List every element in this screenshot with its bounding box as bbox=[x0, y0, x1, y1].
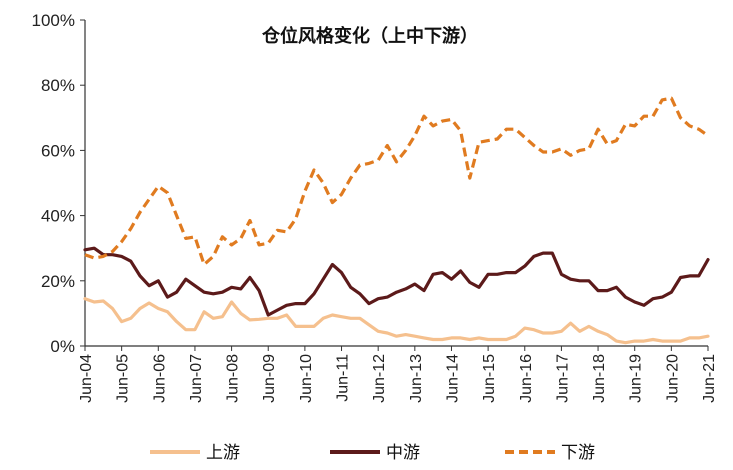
x-tick-label: Jun-17 bbox=[554, 354, 571, 403]
x-tick-label: Jun-09 bbox=[261, 354, 278, 403]
series-line-2 bbox=[84, 96, 709, 267]
series-line-1 bbox=[83, 246, 710, 317]
legend: 上游 中游 下游 bbox=[150, 443, 595, 463]
y-tick-label: 60% bbox=[41, 141, 75, 160]
y-axis: 0% 20% 40% 60% 80% 100% bbox=[32, 11, 86, 356]
x-tick-label: Jun-18 bbox=[591, 354, 608, 403]
x-tick-label: Jun-15 bbox=[481, 354, 498, 403]
legend-label-0: 上游 bbox=[206, 443, 240, 463]
x-tick-label: Jun-07 bbox=[188, 354, 205, 403]
x-tick-label: Jun-10 bbox=[298, 354, 315, 403]
x-tick-label: Jun-21 bbox=[701, 354, 718, 403]
x-tick-label: Jun-04 bbox=[78, 354, 95, 403]
legend-label-2: 下游 bbox=[561, 443, 595, 463]
series-line-0 bbox=[83, 297, 710, 345]
x-tick-label: Jun-05 bbox=[115, 354, 132, 403]
chart-title: 仓位风格变化（上中下游） bbox=[261, 25, 478, 47]
x-tick-label: Jun-11 bbox=[335, 354, 352, 402]
x-tick-label: Jun-13 bbox=[408, 354, 425, 403]
x-tick-label: Jun-12 bbox=[371, 354, 388, 403]
x-tick-label: Jun-14 bbox=[444, 354, 461, 403]
legend-label-1: 中游 bbox=[386, 443, 420, 463]
x-tick-label: Jun-20 bbox=[664, 354, 681, 403]
x-tick-label: Jun-06 bbox=[151, 354, 168, 403]
x-tick-label: Jun-16 bbox=[518, 354, 535, 403]
y-tick-label: 40% bbox=[41, 207, 75, 226]
y-tick-label: 20% bbox=[41, 272, 75, 291]
y-tick-label: 0% bbox=[50, 337, 75, 356]
x-axis: Jun-04 Jun-05 Jun-06 Jun-07 Jun-08 Jun-09 Jun-… bbox=[78, 345, 718, 403]
x-tick-label: Jun-08 bbox=[225, 354, 242, 403]
x-tick-label: Jun-19 bbox=[628, 354, 645, 403]
series-layer bbox=[83, 96, 710, 345]
y-tick-label: 100% bbox=[32, 11, 75, 30]
y-tick-label: 80% bbox=[41, 76, 75, 95]
